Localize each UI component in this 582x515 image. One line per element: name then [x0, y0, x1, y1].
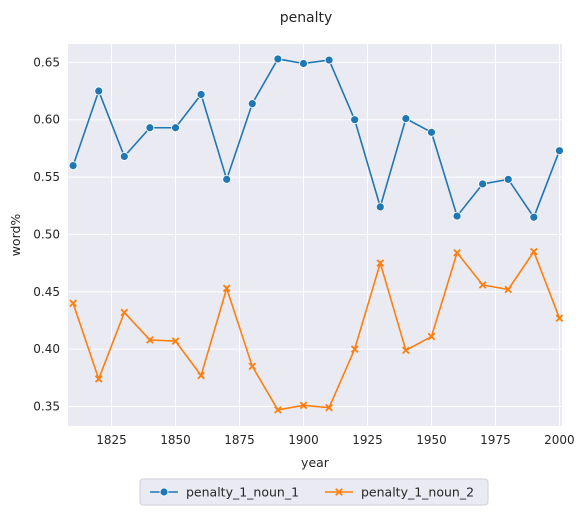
data-point: [504, 285, 513, 294]
x-tick-label: 1875: [224, 433, 255, 447]
data-point: [197, 371, 205, 380]
data-point: [452, 211, 462, 221]
data-point: [299, 401, 308, 410]
data-point: [120, 308, 129, 317]
y-tick-label: 0.50: [33, 227, 60, 241]
y-axis-ticks: 0.35 0.40 0.45 0.50 0.55 0.60 0.65: [33, 55, 60, 413]
data-point: [299, 59, 308, 68]
data-point: [69, 299, 77, 308]
data-point: [453, 248, 461, 257]
data-point: [350, 115, 360, 125]
y-tick-label: 0.60: [33, 113, 60, 127]
data-point: [555, 314, 564, 323]
data-point: [273, 54, 283, 64]
data-point: [325, 403, 333, 412]
data-point: [94, 375, 103, 383]
legend-items: penalty_1_noun_1 penalty_1_noun_2: [150, 485, 474, 500]
data-point: [324, 55, 334, 65]
x-axis-label: year: [301, 455, 330, 470]
y-axis-label: word%: [8, 214, 23, 257]
y-tick-label: 0.45: [33, 285, 60, 299]
y-tick-label: 0.35: [33, 399, 60, 413]
data-point: [402, 346, 410, 355]
data-point: [146, 336, 154, 344]
series-layer: [68, 54, 564, 414]
x-axis-ticks: 1825 1850 1875 1900 1925 1950 1975 2000: [96, 433, 574, 447]
data-point: [119, 152, 129, 161]
data-point: [68, 161, 78, 170]
data-point: [222, 284, 231, 293]
y-tick-label: 0.65: [33, 55, 60, 69]
data-point: [530, 247, 538, 256]
data-point: [196, 90, 206, 99]
x-tick-label: 1900: [288, 433, 319, 447]
data-point: [171, 123, 180, 133]
data-point: [376, 259, 385, 267]
data-point: [145, 123, 155, 133]
y-tick-label: 0.40: [33, 342, 60, 356]
data-point: [375, 202, 385, 212]
x-tick-label: 1975: [480, 433, 511, 447]
data-point: [529, 212, 539, 222]
x-tick-label: 1925: [352, 433, 383, 447]
x-tick-label: 1850: [160, 433, 191, 447]
legend-item-1: penalty_1_noun_1: [150, 485, 299, 500]
legend-marker: [335, 488, 343, 496]
data-point: [401, 114, 411, 123]
legend: penalty_1_noun_1 penalty_1_noun_2: [139, 478, 489, 506]
data-point: [94, 86, 104, 96]
data-point: [503, 174, 513, 184]
x-tick-label: 1825: [96, 433, 127, 447]
series-line: [72, 249, 561, 411]
x-tick-label: 1950: [416, 433, 447, 447]
data-point: [274, 406, 282, 414]
data-point: [171, 337, 180, 345]
grid-lines: [68, 44, 562, 426]
x-tick-label: 2000: [544, 433, 575, 447]
data-point: [478, 281, 487, 289]
data-point: [427, 332, 436, 341]
data-point: [427, 127, 436, 137]
data-point: [247, 99, 257, 109]
data-point: [555, 146, 564, 156]
legend-label: penalty_1_noun_1: [186, 485, 299, 500]
legend-marker: [159, 487, 169, 497]
y-tick-label: 0.55: [33, 170, 60, 184]
legend-item-2: penalty_1_noun_2: [325, 485, 474, 500]
data-point: [222, 174, 232, 184]
chart-title: penalty: [280, 10, 333, 26]
data-point: [350, 345, 359, 353]
data-point: [248, 362, 257, 371]
plot-area: [68, 44, 562, 426]
legend-label: penalty_1_noun_2: [361, 485, 474, 500]
legend-frame: [139, 478, 489, 506]
series-2: [69, 247, 564, 414]
data-point: [478, 179, 488, 189]
series-1: [68, 54, 564, 222]
